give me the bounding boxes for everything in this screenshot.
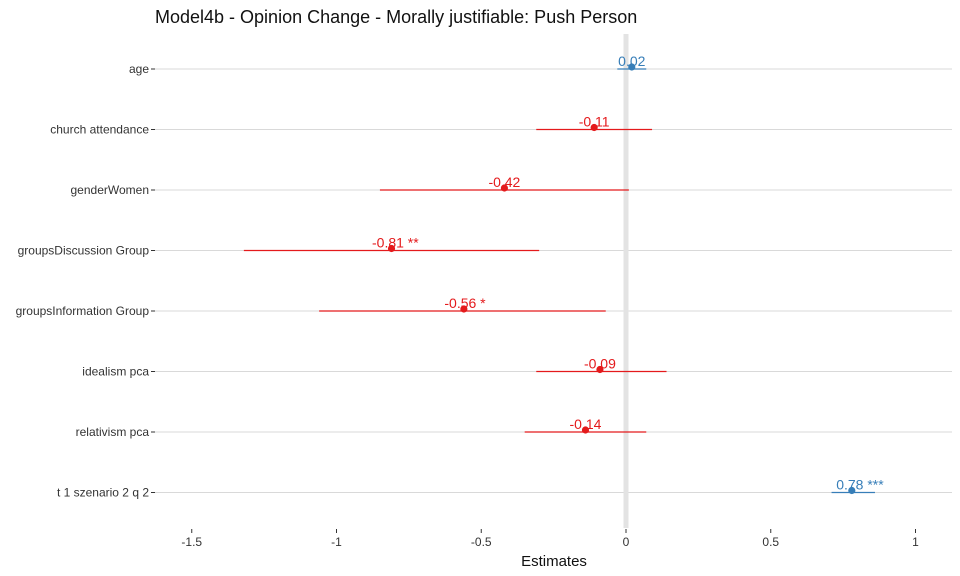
estimate-point (590, 123, 598, 132)
y-tick-label: groupsInformation Group (16, 304, 150, 318)
x-axis-title: Estimates (521, 553, 587, 570)
estimate-label: -0.42 (488, 174, 520, 190)
x-tick-label: -1.5 (181, 535, 202, 549)
y-tick-label: church attendance (50, 123, 149, 137)
estimate-point (387, 244, 396, 253)
x-tick-label: -0.5 (471, 535, 492, 549)
estimate-label: -0.11 (579, 114, 610, 130)
y-axis-labels: age church attendance genderWomen groupsDis… (16, 62, 155, 500)
x-axis-ticks: -1.5 -1 -0.5 0 0.5 1 (181, 529, 919, 549)
estimate-point (581, 426, 590, 434)
y-tick-label: age (129, 62, 149, 76)
x-tick-label: 1 (912, 535, 919, 549)
estimate-label: 0.02 (618, 53, 645, 69)
estimate-point (848, 486, 856, 495)
estimate-marks: 0.02 -0.11 -0.42 -0.81 ** -0.56 * -0.09 -0.14 0… (243, 53, 884, 495)
y-tick-label: t 1 szenario 2 q 2 (57, 486, 149, 500)
estimate-label: 0.78 *** (836, 477, 884, 493)
estimate-label: -0.81 ** (372, 235, 419, 251)
chart-title: Model4b - Opinion Change - Morally justi… (155, 7, 637, 27)
y-tick-label: groupsDiscussion Group (18, 244, 150, 258)
estimate-label: -0.56 * (444, 295, 486, 311)
x-tick-label: 0 (623, 535, 630, 549)
y-tick-label: relativism pca (76, 425, 150, 439)
estimate-label: -0.09 (584, 356, 616, 372)
y-tick-label: idealism pca (82, 365, 149, 379)
estimate-point (500, 184, 509, 192)
x-tick-label: 0.5 (762, 535, 779, 549)
y-tick-label: genderWomen (71, 183, 150, 197)
estimate-point (628, 63, 636, 71)
gridlines (155, 68, 952, 493)
estimate-point (460, 305, 468, 313)
x-tick-label: -1 (331, 535, 342, 549)
estimate-label: -0.14 (570, 416, 602, 432)
estimate-point (596, 365, 604, 374)
